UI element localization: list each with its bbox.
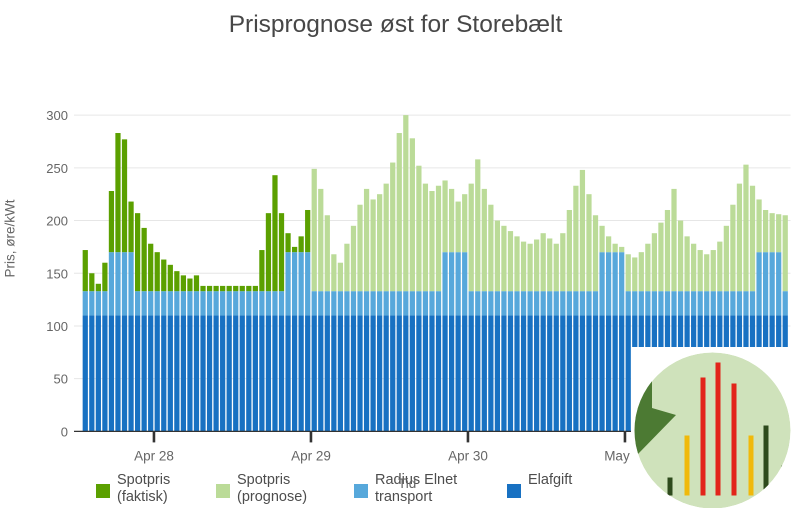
svg-text:50: 50: [54, 372, 68, 387]
svg-text:Apr 29: Apr 29: [291, 448, 331, 463]
svg-text:100: 100: [46, 319, 68, 334]
svg-text:250: 250: [46, 161, 68, 176]
svg-text:0: 0: [61, 424, 68, 439]
svg-text:300: 300: [46, 108, 68, 123]
svg-text:May: May: [604, 448, 630, 463]
svg-text:Apr 28: Apr 28: [134, 448, 174, 463]
svg-text:150: 150: [46, 266, 68, 281]
svg-text:200: 200: [46, 214, 68, 229]
svg-text:Apr 30: Apr 30: [448, 448, 488, 463]
